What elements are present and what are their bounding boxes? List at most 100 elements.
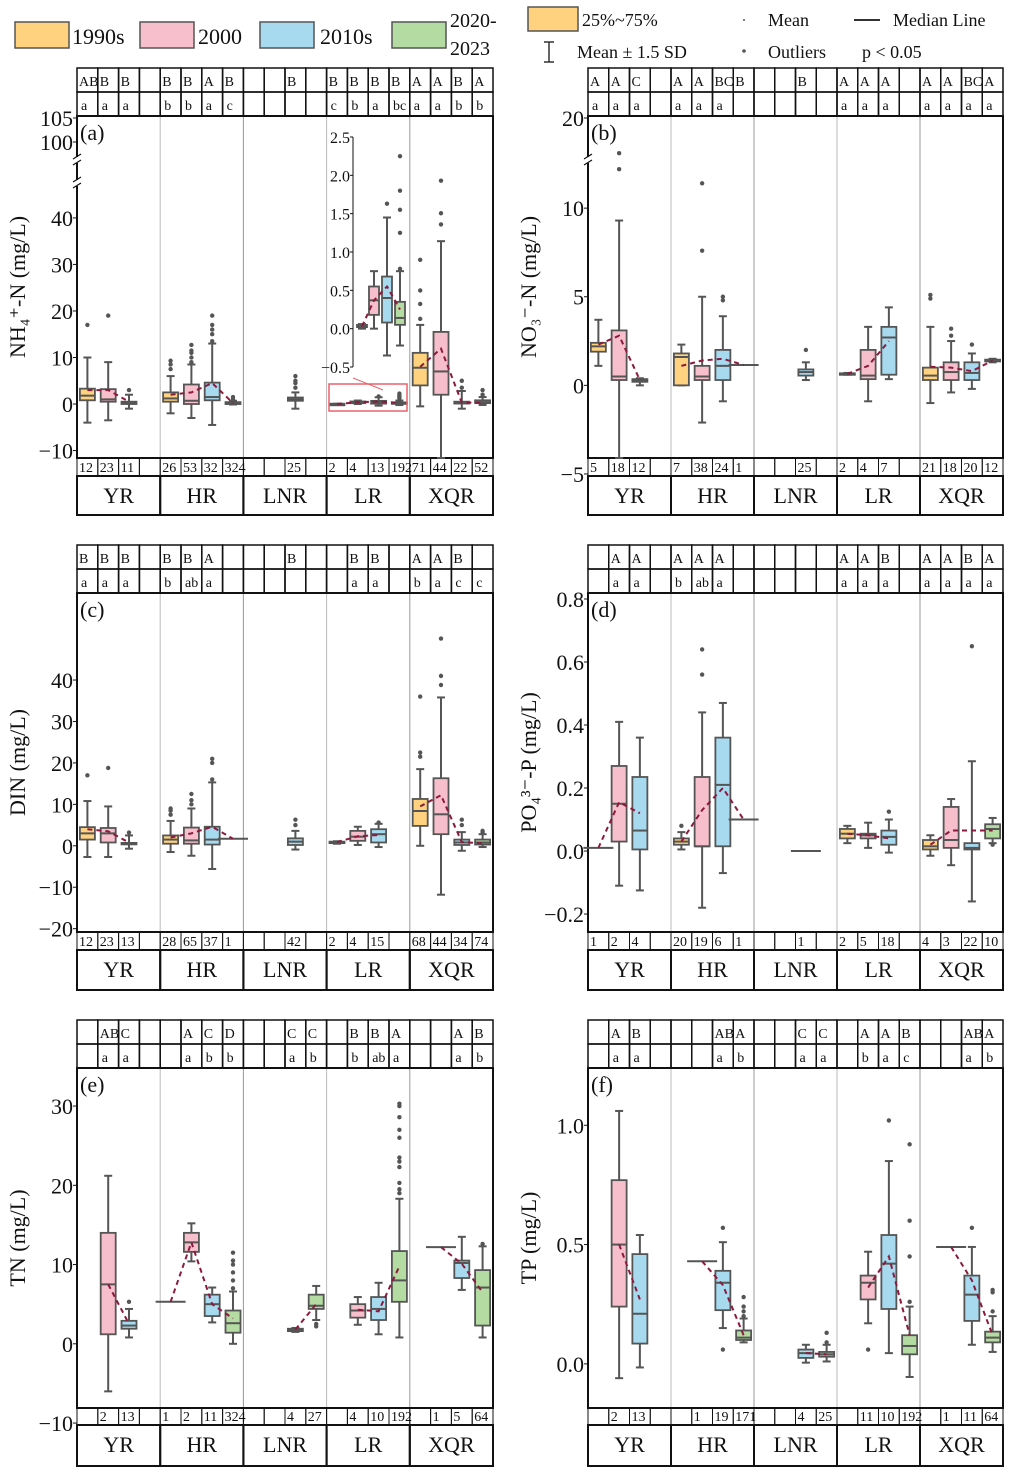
group-letter-upper: A [433,552,444,567]
count-cell [263,931,286,951]
header-lower-cell [794,91,817,117]
y-break-label: 20 [562,106,584,131]
legend-median-label: Median Line [893,10,985,30]
group-letter-upper: B [121,75,130,90]
box-LNR-3 [818,1330,836,1363]
region-label: XQR [428,1432,475,1457]
group-letter-lower: a [696,99,703,114]
region-label: LR [354,957,382,982]
panel-tag: (a) [80,120,104,145]
group-letter-upper: B [349,552,358,567]
group-letter-upper: B [881,552,890,567]
group-letter-upper: A [715,552,726,567]
region-cell [408,949,494,991]
group-letter-lower: a [81,99,88,114]
sample-count: 5 [860,935,867,950]
region-label: LNR [263,957,307,982]
outlier-point [293,373,298,379]
header-lower-cell [388,568,411,594]
group-letter-lower: a [206,576,213,591]
group-letter-upper: A [881,1027,892,1042]
group-letter-upper: B [964,552,973,567]
outlier-point [126,1299,132,1304]
group-letter-lower: ab [696,576,709,591]
header-lower-cell [815,568,838,594]
count-cell [649,457,672,477]
header-lower-cell [940,1043,963,1069]
group-letter-upper: A [453,1027,464,1042]
outlier-point [907,1218,912,1223]
count-cell [305,931,328,951]
outlier-point [397,1114,402,1120]
region-label: LNR [263,483,307,508]
group-letter-lower: a [966,1051,973,1066]
box-HR-2 [203,313,221,426]
iqr-box [162,391,180,403]
box-LNR-2 [286,373,304,410]
iqr-box [921,366,939,381]
group-letter-upper: A [611,1027,622,1042]
outlier-point [168,366,173,372]
outlier-point [699,672,705,677]
panel-tag: (c) [80,597,104,622]
y-tick-label: 0 [62,392,73,417]
group-letter-lower: a [592,99,599,114]
mean-trend-line [87,828,130,844]
box-LNR-2 [286,817,304,851]
sample-count: 20 [964,461,978,476]
mean-trend-line [294,1303,317,1331]
group-letter-upper: A [433,75,444,90]
outlier-point [293,385,298,390]
group-letter-upper: C [632,75,641,90]
outlier-point [106,765,111,771]
region-label: LNR [774,957,818,982]
group-letter-lower: a [123,99,130,114]
group-letter-lower: a [924,99,931,114]
mean-trend-line [847,832,890,840]
region-cell [919,949,1004,991]
inset-y-tick-label: 1.0 [330,245,350,262]
group-letter-lower: b [862,1051,869,1066]
outlier-point [438,211,444,216]
box-LR-2 [880,809,898,854]
group-letter-lower: a [883,99,890,114]
y-tick-label: 0.8 [557,587,585,612]
group-letter-upper: A [839,75,850,90]
outlier-point [293,378,298,383]
box-YR-2 [120,387,138,410]
y-break-label: 100 [40,130,73,155]
outlier-point [418,750,423,755]
axis-break-gap [74,157,80,163]
box-YR-1 [99,765,117,858]
group-letter-upper: AB [100,1027,119,1042]
group-letter-upper: B [183,75,192,90]
y-tick-label: −10 [39,439,73,464]
inset-y-tick-label: 2.0 [330,168,350,185]
group-letter-upper: A [839,552,850,567]
sample-count: 42 [287,935,301,950]
box-YR-2 [120,830,138,850]
iqr-box [859,349,877,381]
group-letter-upper: A [673,552,684,567]
legend-label: 1990s [72,24,125,49]
sample-count: 4 [860,461,867,476]
y-tick-label: 10 [51,345,73,370]
plot-frame [76,1067,494,1409]
outlier-point [886,1118,892,1123]
outlier-point [397,1135,402,1140]
outlier-point [168,812,173,817]
group-letter-upper: B [225,75,234,90]
header-lower-cell [753,1043,776,1069]
header-upper-cell [898,67,921,93]
panel-tag: (d) [591,597,617,622]
header-upper-cell [305,544,328,570]
count-cell [242,457,265,477]
sample-count: 13 [121,935,135,950]
outlier-point [969,644,975,649]
sample-count: 20 [673,935,687,950]
group-letter-upper: AB [964,1027,983,1042]
sample-count: 21 [922,461,936,476]
sample-count: 22 [453,461,467,476]
outlier-point [210,756,215,761]
